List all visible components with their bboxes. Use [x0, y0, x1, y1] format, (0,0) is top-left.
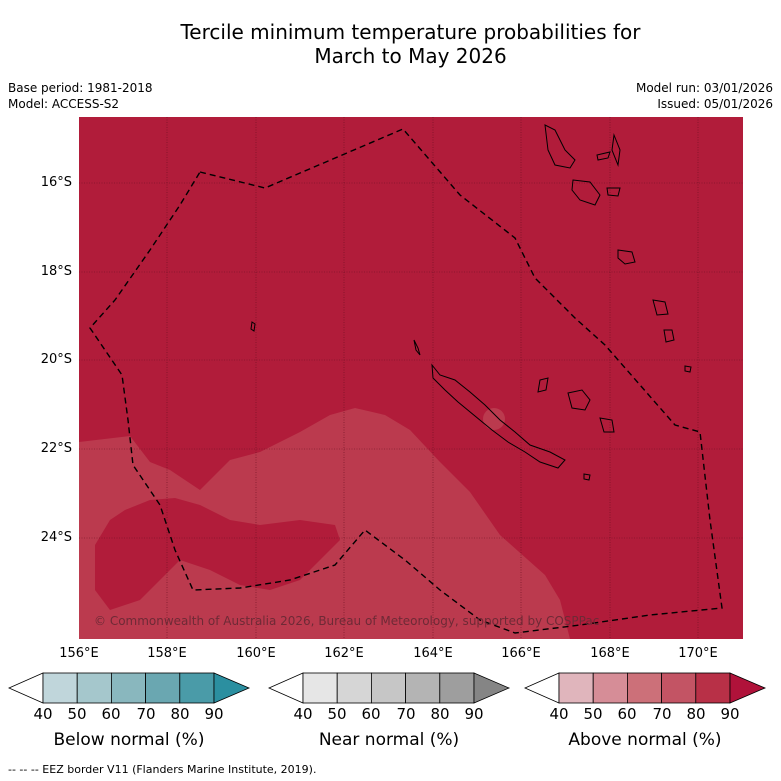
- tick-label: 60: [101, 705, 121, 723]
- lat-label-22s: 22°S: [40, 441, 72, 456]
- lon-label-160e: 160°E: [236, 646, 276, 661]
- colorbar-segment: [439, 672, 475, 704]
- title-line-2: March to May 2026: [314, 44, 507, 68]
- colorbar-segment: [695, 672, 731, 704]
- colorbar-segment: [405, 672, 441, 704]
- colorbar-segment: [371, 672, 407, 704]
- colorbar-max-extend: [213, 672, 251, 704]
- colorbar-segment: [627, 672, 663, 704]
- lifou: [567, 389, 591, 411]
- lon-label-156e: 156°E: [59, 646, 99, 661]
- tick-label: 50: [327, 705, 347, 723]
- belep-islands: [413, 339, 421, 356]
- copyright-notice: © Commonwealth of Australia 2026, Bureau…: [94, 614, 600, 628]
- tick-label: 60: [361, 705, 381, 723]
- lat-label-24s: 24°S: [40, 530, 72, 545]
- colorbar-segment: [661, 672, 697, 704]
- model-run: Model run: 03/01/2026: [635, 81, 773, 95]
- meta-right: Model run: 03/01/2026 Issued: 05/01/2026: [636, 80, 773, 112]
- small-islet: [250, 321, 256, 332]
- lon-label-166e: 166°E: [501, 646, 541, 661]
- tick-label: 90: [204, 705, 224, 723]
- erromango: [652, 299, 669, 316]
- footer-legend: -- -- -- EEZ border V11 (Flanders Marine…: [8, 763, 317, 776]
- coastlines: [250, 124, 692, 481]
- map-title: Tercile minimum temperature probabilitie…: [0, 20, 781, 68]
- small-light-patch: [483, 408, 505, 430]
- colorbar-min-extend: [524, 672, 560, 704]
- isle-of-pines: [583, 473, 591, 481]
- colorbar-segment: [76, 672, 112, 704]
- lat-label-18s: 18°S: [40, 264, 72, 279]
- tick-label: 40: [293, 705, 313, 723]
- mare: [599, 417, 615, 433]
- colorbar-near: [268, 672, 511, 704]
- tick-label: 70: [652, 705, 672, 723]
- maewo-pentecost: [611, 133, 621, 167]
- title-line-1: Tercile minimum temperature probabilitie…: [180, 20, 641, 44]
- tick-label: 90: [720, 705, 740, 723]
- colorbar-max-extend: [729, 672, 767, 704]
- new-caledonia: [431, 363, 566, 469]
- malekula: [571, 179, 601, 206]
- espiritu-santo: [544, 124, 576, 169]
- colorbar-below: [8, 672, 251, 704]
- tick-label: 70: [136, 705, 156, 723]
- colorbar-segment: [336, 672, 372, 704]
- issued-date: Issued: 05/01/2026: [657, 97, 773, 111]
- colorbar-max-extend: [473, 672, 511, 704]
- colorbar-segment: [592, 672, 628, 704]
- colorbar-segment: [558, 672, 594, 704]
- tick-label: 60: [617, 705, 637, 723]
- base-period: Base period: 1981-2018: [8, 81, 153, 95]
- tick-label: 50: [67, 705, 87, 723]
- colorbar-segment: [145, 672, 181, 704]
- efate: [617, 249, 636, 265]
- colorbar-above: [524, 672, 767, 704]
- colorbar-title-below: Below normal (%): [53, 730, 205, 750]
- ambrym: [606, 187, 621, 197]
- colorbar-segment: [179, 672, 215, 704]
- lon-label-164e: 164°E: [413, 646, 453, 661]
- ambae: [596, 151, 611, 161]
- colorbar-min-extend: [8, 672, 44, 704]
- tick-label: 40: [549, 705, 569, 723]
- tick-label: 80: [686, 705, 706, 723]
- tanna: [663, 329, 675, 343]
- aneityum: [684, 365, 692, 373]
- tick-label: 50: [583, 705, 603, 723]
- lat-label-16s: 16°S: [40, 175, 72, 190]
- graticule: [79, 117, 743, 639]
- lat-label-20s: 20°S: [40, 352, 72, 367]
- tick-label: 90: [464, 705, 484, 723]
- colorbar-segment: [42, 672, 78, 704]
- tick-label: 70: [396, 705, 416, 723]
- meta-left: Base period: 1981-2018 Model: ACCESS-S2: [8, 80, 153, 112]
- colorbar-segment: [111, 672, 147, 704]
- ouvea: [537, 377, 549, 393]
- colorbar-title-near: Near normal (%): [318, 730, 460, 750]
- tick-label: 80: [430, 705, 450, 723]
- lon-label-162e: 162°E: [324, 646, 364, 661]
- colorbar-segment: [302, 672, 338, 704]
- lon-label-158e: 158°E: [147, 646, 187, 661]
- colorbar-min-extend: [268, 672, 304, 704]
- colorbar-title-above: Above normal (%): [568, 730, 722, 750]
- model-name: Model: ACCESS-S2: [8, 97, 120, 111]
- tick-label: 80: [170, 705, 190, 723]
- lon-label-168e: 168°E: [590, 646, 630, 661]
- tick-label: 40: [33, 705, 53, 723]
- lon-label-170e: 170°E: [678, 646, 718, 661]
